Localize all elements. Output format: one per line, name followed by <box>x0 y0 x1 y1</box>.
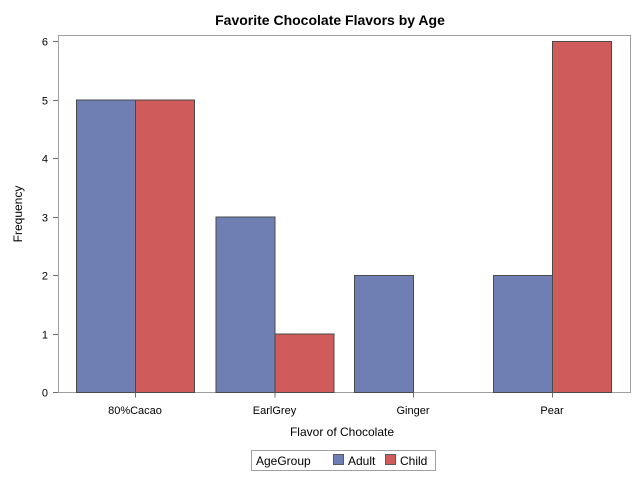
y-tick-label-6: 6 <box>42 37 48 49</box>
plot-area-frame <box>58 35 631 393</box>
bar-adult-earlgrey <box>215 216 276 393</box>
y-tick-label-4: 4 <box>42 154 48 166</box>
y-tick-label-3: 3 <box>42 213 48 225</box>
bar-adult-ginger <box>354 275 414 393</box>
bar-child-pear <box>552 41 612 393</box>
bar-adult-80-cacao <box>76 99 136 393</box>
legend-swatch-child <box>385 454 396 465</box>
y-tick-label-1: 1 <box>42 330 48 342</box>
legend-label-child: Child <box>400 454 427 468</box>
bars-group <box>76 41 612 393</box>
y-tick-label-5: 5 <box>42 96 48 108</box>
x-axis: 80%Cacao EarlGrey Ginger Pear <box>108 392 564 417</box>
legend-title: AgeGroup <box>256 454 311 468</box>
y-tick-label-0: 0 <box>42 388 48 400</box>
x-tick-label-ginger: Ginger <box>396 405 429 417</box>
legend: AgeGroup Adult Child <box>251 450 436 471</box>
x-tick-label-80-cacao: 80%Cacao <box>108 405 162 417</box>
bar-adult-pear <box>493 275 553 393</box>
legend-label-adult: Adult <box>348 454 376 468</box>
y-tick-label-2: 2 <box>42 271 48 283</box>
x-tick-label-pear: Pear <box>540 405 564 417</box>
bar-child-earlgrey <box>274 333 335 393</box>
x-tick-label-earlgrey: EarlGrey <box>253 405 297 417</box>
chart-title: Favorite Chocolate Flavors by Age <box>215 12 445 28</box>
bar-child-80-cacao <box>135 99 195 393</box>
legend-swatch-adult <box>333 454 344 465</box>
y-axis-title: Frequency <box>11 186 25 243</box>
y-axis: 0 1 2 3 4 5 6 <box>42 37 58 400</box>
x-axis-title: Flavor of Chocolate <box>290 425 394 439</box>
